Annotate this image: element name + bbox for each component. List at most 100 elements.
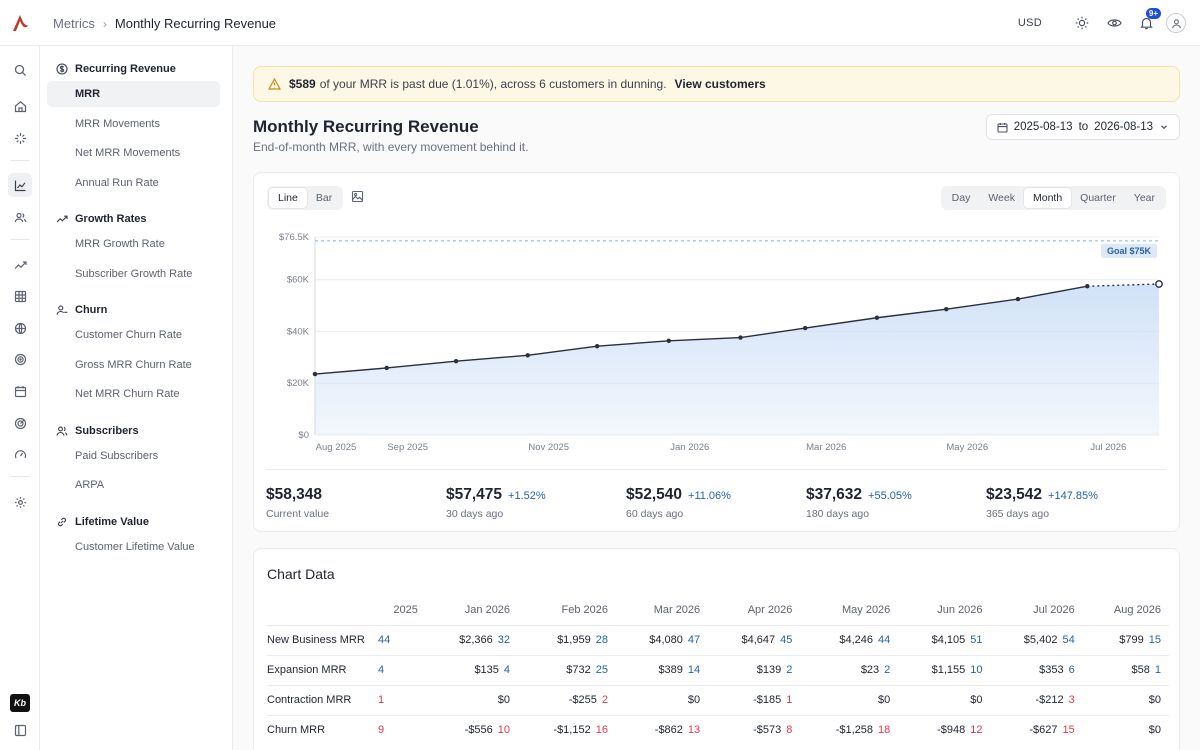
cell-amount: $0 bbox=[1148, 694, 1161, 706]
cell-count[interactable]: 4 bbox=[503, 664, 511, 676]
cell-count[interactable]: 10 bbox=[970, 664, 983, 676]
sidebar-toggle-icon[interactable] bbox=[8, 718, 32, 742]
cell-count[interactable]: 8 bbox=[786, 724, 793, 737]
cell-amount: -$948 bbox=[937, 724, 966, 737]
top-bar: Metrics › Monthly Recurring Revenue USD … bbox=[0, 0, 1200, 46]
date-range-picker[interactable]: 2025-08-13 to 2026-08-13 bbox=[985, 114, 1180, 140]
table-column-header: Jul 2026 bbox=[1033, 603, 1075, 616]
cell-count[interactable]: 4 bbox=[378, 664, 385, 676]
row-label: Contraction MRR bbox=[267, 684, 375, 715]
sparkle-icon[interactable] bbox=[8, 126, 32, 150]
globe-icon[interactable] bbox=[8, 316, 32, 340]
kb-logo-icon[interactable]: Kb bbox=[10, 694, 30, 712]
cell-count[interactable]: 16 bbox=[595, 724, 608, 737]
cell-amount: $0 bbox=[878, 694, 891, 706]
cell-count[interactable]: 3 bbox=[1068, 694, 1075, 706]
table-cell: -$185 1 bbox=[708, 684, 801, 715]
cell-count[interactable]: 44 bbox=[878, 634, 891, 646]
sidebar-item-mrr-growth-rate[interactable]: MRR Growth Rate bbox=[75, 238, 165, 250]
cell-count[interactable]: 47 bbox=[687, 634, 701, 646]
table-cell: 4 bbox=[375, 654, 426, 685]
cell-count[interactable]: 2 bbox=[601, 694, 608, 706]
sidebar-item-paid-subscribers[interactable]: Paid Subscribers bbox=[75, 450, 159, 462]
interval-year-button[interactable]: Year bbox=[1133, 192, 1155, 204]
cell-amount: -$862 bbox=[654, 724, 683, 737]
sidebar-item-mrr-movements[interactable]: MRR Movements bbox=[75, 118, 160, 130]
chart-type-line-button[interactable]: Line bbox=[269, 188, 307, 208]
gear-icon[interactable] bbox=[8, 490, 32, 514]
sidebar-item-mrr[interactable]: MRR bbox=[47, 81, 220, 107]
cell-count[interactable]: 1 bbox=[1154, 664, 1161, 676]
cell-count[interactable]: 1 bbox=[378, 694, 385, 706]
sidebar-item-customer-churn-rate[interactable]: Customer Churn Rate bbox=[75, 329, 182, 341]
target-icon[interactable] bbox=[8, 347, 32, 371]
chart-type-bar-button[interactable]: Bar bbox=[315, 192, 333, 204]
cell-count[interactable]: 28 bbox=[595, 634, 608, 646]
cell-count[interactable]: 18 bbox=[878, 724, 891, 737]
cell-amount: $1,959 bbox=[557, 634, 591, 646]
home-icon[interactable] bbox=[8, 94, 32, 118]
cell-count[interactable]: 51 bbox=[970, 634, 983, 646]
cell-count[interactable]: 45 bbox=[780, 634, 793, 646]
metrics-chart-icon[interactable] bbox=[8, 173, 32, 197]
cell-amount: $4,105 bbox=[931, 634, 966, 646]
interval-month-button[interactable]: Month bbox=[1023, 188, 1072, 208]
cell-count[interactable]: 14 bbox=[687, 664, 701, 676]
grid-icon[interactable] bbox=[8, 284, 32, 308]
cell-count[interactable]: 9 bbox=[378, 724, 385, 737]
sidebar-item-gross-mrr-churn-rate[interactable]: Gross MRR Churn Rate bbox=[75, 359, 192, 371]
interval-day-button[interactable]: Day bbox=[951, 192, 971, 204]
eye-icon bbox=[1106, 19, 1122, 27]
search-icon[interactable] bbox=[8, 58, 32, 82]
cell-count[interactable]: 10 bbox=[497, 724, 511, 737]
interval-quarter-button[interactable]: Quarter bbox=[1080, 192, 1116, 204]
radar-icon[interactable] bbox=[8, 411, 32, 435]
table-row: New Business MRR 44 $2,366 32 $1,959 28 $4,080… bbox=[267, 624, 1169, 655]
sidebar-group-label: Churn bbox=[75, 304, 108, 316]
sun-icon bbox=[1075, 16, 1089, 30]
cell-count[interactable]: 6 bbox=[1068, 664, 1075, 676]
view-customers-link[interactable]: View customers bbox=[674, 77, 766, 91]
table-header-row: 2025 Jan 2026 Feb 2026 Mar 2026 Apr 2026 May … bbox=[267, 595, 1169, 625]
cell-count[interactable]: 12 bbox=[970, 724, 983, 737]
cell-count[interactable]: 32 bbox=[497, 634, 511, 646]
stat-label: 365 days ago bbox=[986, 508, 1050, 520]
sidebar-item-arpa[interactable]: ARPA bbox=[75, 479, 105, 491]
sidebar-item-net-mrr-movements[interactable]: Net MRR Movements bbox=[75, 147, 181, 159]
sidebar-item-customer-lifetime-value[interactable]: Customer Lifetime Value bbox=[75, 541, 195, 553]
data-point bbox=[1085, 284, 1090, 289]
breadcrumb-root[interactable]: Metrics bbox=[53, 16, 95, 31]
interval-week-button[interactable]: Week bbox=[988, 192, 1015, 204]
cell-count[interactable]: 44 bbox=[378, 634, 391, 646]
calendar-icon[interactable] bbox=[8, 379, 32, 403]
cell-count[interactable]: 15 bbox=[1148, 634, 1161, 646]
sidebar-item-net-mrr-churn-rate[interactable]: Net MRR Churn Rate bbox=[75, 388, 180, 400]
cell-count[interactable]: 54 bbox=[1062, 634, 1075, 646]
cell-count[interactable]: 13 bbox=[687, 724, 701, 737]
sidebar-item-subscriber-growth-rate[interactable]: Subscriber Growth Rate bbox=[75, 268, 193, 280]
privacy-toggle-button[interactable] bbox=[1098, 10, 1130, 36]
cell-amount: $799 bbox=[1119, 634, 1144, 646]
cell-amount: $5,402 bbox=[1023, 634, 1058, 646]
trend-icon[interactable] bbox=[8, 253, 32, 277]
cell-count[interactable]: 15 bbox=[1062, 724, 1075, 737]
past-due-amount: $589 bbox=[289, 77, 316, 91]
gauge-icon[interactable] bbox=[8, 442, 32, 466]
app-logo-icon[interactable] bbox=[10, 12, 30, 34]
mrr-chart-card: Line Bar Day Week Month Quarter Year $0 $… bbox=[253, 172, 1180, 532]
theme-toggle-button[interactable] bbox=[1066, 10, 1098, 36]
cell-count[interactable]: 25 bbox=[595, 664, 608, 676]
avatar[interactable] bbox=[1166, 13, 1186, 33]
currency-selector[interactable]: USD bbox=[1017, 17, 1042, 29]
cell-count[interactable]: 2 bbox=[884, 664, 891, 676]
export-image-icon[interactable] bbox=[351, 190, 364, 206]
customers-icon[interactable] bbox=[8, 205, 32, 229]
notifications-button[interactable]: 9+ bbox=[1130, 8, 1162, 36]
sidebar-group-label: Growth Rates bbox=[75, 213, 147, 225]
cell-count[interactable]: 1 bbox=[786, 694, 793, 706]
chart-data-card: Chart Data 2025 Jan 2026 Feb 2026 Mar 2026 A… bbox=[253, 548, 1180, 750]
page-title: Monthly Recurring Revenue bbox=[253, 117, 479, 136]
cell-count[interactable]: 2 bbox=[786, 664, 793, 676]
sidebar-item-annual-run-rate[interactable]: Annual Run Rate bbox=[75, 177, 159, 189]
cell-amount: -$1,152 bbox=[553, 724, 591, 737]
